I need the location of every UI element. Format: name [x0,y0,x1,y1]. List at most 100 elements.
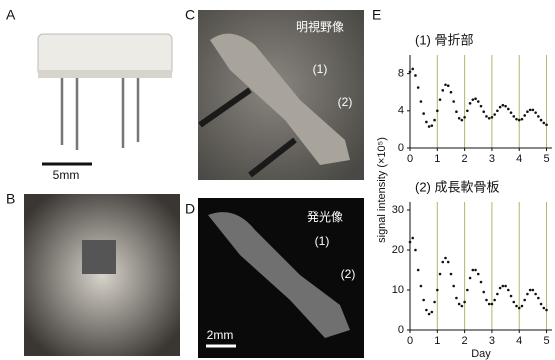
point [469,102,472,105]
x-axis-label: Day [471,348,491,360]
point [422,299,425,302]
point [537,115,540,118]
point [543,122,546,125]
x-tick-label: 1 [434,153,440,165]
x-tick-label: 4 [516,153,522,165]
point [409,70,412,73]
point [491,303,494,306]
point [518,307,521,310]
point [480,281,483,284]
point [425,121,428,124]
point [499,106,502,109]
device [82,240,116,274]
point [472,98,475,101]
panel-label: A [6,7,16,23]
point [411,68,414,71]
point [545,123,548,126]
point [450,273,453,276]
point [491,116,494,119]
panel-label: C [185,7,195,23]
point [545,309,548,312]
point [537,297,540,300]
point [450,91,453,94]
marker: (2) [338,95,353,109]
point [447,261,450,264]
point [439,98,442,101]
point [482,291,485,294]
point [526,293,529,296]
point [458,303,461,306]
point [474,97,477,100]
point [529,109,532,112]
point [499,287,502,290]
y-tick-label: 20 [392,244,404,256]
point [444,257,447,260]
y-tick-label: 0 [398,142,404,154]
point [496,293,499,296]
photo-a [38,34,172,164]
caption: 明視野像 [296,19,344,34]
point [510,111,513,114]
point [417,86,420,89]
point [417,269,420,272]
point [540,119,543,122]
point [414,74,417,77]
x-tick-label: 3 [489,153,495,165]
point [534,293,537,296]
point [463,301,466,304]
point [482,110,485,113]
point [523,299,526,302]
point [485,299,488,302]
x-tick-label: 5 [543,153,549,165]
point [431,311,434,314]
point [433,301,436,304]
marker: (1) [315,234,330,248]
point [493,113,496,116]
point [532,289,535,292]
point [477,273,480,276]
x-tick-label: 2 [462,335,468,347]
point [543,307,546,310]
chart-title: (2) 成長軟骨板 [415,179,500,194]
figure: A 5mm B C 明視野像 (1) (2) D 発光像 (1) (2) 2mm… [0,0,555,360]
y-tick-label: 8 [398,68,404,80]
x-tick-label: 5 [543,335,549,347]
x-tick-label: 1 [434,335,440,347]
x-tick-label: 0 [407,153,413,165]
y-tick-label: 4 [398,105,404,117]
point [502,285,505,288]
point [409,241,412,244]
point [455,110,458,113]
point [532,109,535,112]
point [523,114,526,117]
point [526,110,529,113]
point [433,119,436,122]
point [515,305,518,308]
point [452,285,455,288]
x-tick-label: 0 [407,335,413,347]
point [436,110,439,113]
scale-label: 5mm [53,168,80,182]
point [507,289,510,292]
point [540,303,543,306]
point [515,118,518,121]
point [466,110,469,113]
point [504,105,507,108]
y-tick-label: 0 [398,324,404,336]
photo-b [24,194,180,356]
panel-label: B [6,191,15,207]
x-tick-label: 4 [516,335,522,347]
x-tick-label: 3 [489,335,495,347]
point [529,289,532,292]
point [510,295,513,298]
point [521,118,524,121]
point [420,100,423,103]
point [480,105,483,108]
scale-label: 2mm [207,328,234,342]
panel-label: E [372,7,381,23]
point [455,297,458,300]
point [441,261,444,264]
marker: (2) [341,267,356,281]
point [477,100,480,103]
point [441,89,444,92]
